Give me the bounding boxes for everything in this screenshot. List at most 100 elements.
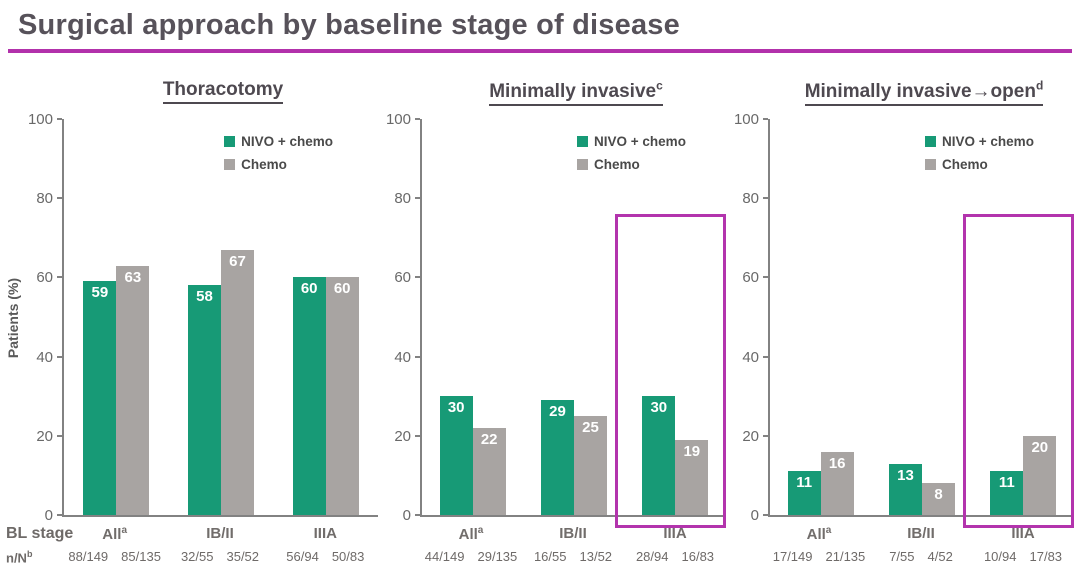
nn-values: 7/55 4/52 bbox=[870, 549, 972, 564]
bar-group: 29 25 bbox=[523, 400, 624, 515]
bar-group: 60 60 bbox=[273, 277, 378, 515]
nn-value-nivo: 88/149 bbox=[68, 549, 109, 564]
y-tick-mark bbox=[415, 276, 420, 278]
nn-values: 16/55 13/52 bbox=[522, 549, 624, 564]
y-tick-label: 40 bbox=[394, 349, 411, 366]
y-tick-mark bbox=[57, 197, 62, 199]
y-tick-label: 60 bbox=[36, 269, 53, 286]
bar-value-label: 25 bbox=[582, 419, 599, 436]
nn-values: 88/149 85/135 bbox=[62, 549, 167, 564]
bar-value-label: 11 bbox=[998, 474, 1015, 491]
legend-item: Chemo bbox=[577, 157, 686, 172]
legend-label: NIVO + chemo bbox=[942, 134, 1034, 149]
nn-value-nivo: 28/94 bbox=[635, 549, 669, 564]
y-tick-label: 100 bbox=[27, 111, 53, 128]
plot-row: Patients (%) 0 20 40 60 80 100 NIVO + chemo Chem… bbox=[0, 111, 384, 524]
bar-value-label: 13 bbox=[897, 467, 914, 484]
bar-value-label: 22 bbox=[480, 431, 498, 448]
bar-group: 58 67 bbox=[169, 250, 274, 515]
panel-title: Minimally invasive→opend bbox=[732, 79, 1080, 109]
bar-value-label: 30 bbox=[447, 399, 465, 416]
plot-area: NIVO + chemo Chemo 59 63 58 67 60 60 bbox=[57, 118, 378, 517]
nn-row: n/Nb 88/149 85/135 32/55 35/52 56/94 50/83 bbox=[0, 549, 378, 565]
legend-swatch-icon bbox=[577, 136, 589, 147]
highlight-box bbox=[962, 214, 1074, 528]
bar-group: 13 8 bbox=[871, 464, 972, 515]
bar-value-label: 16 bbox=[828, 455, 846, 472]
bar-group: 30 19 bbox=[625, 396, 726, 515]
nn-value-nivo: 32/55 bbox=[180, 549, 214, 564]
bar-chemo: 8 bbox=[921, 483, 955, 515]
legend-swatch-icon bbox=[224, 159, 236, 170]
y-tick-label: 60 bbox=[394, 269, 411, 286]
nn-values: 56/94 50/83 bbox=[273, 549, 378, 564]
nn-value-chemo: 17/83 bbox=[1029, 549, 1063, 564]
bar-value-label: 20 bbox=[1031, 439, 1049, 456]
chart-panel: Minimally invasive→opend 0 20 40 60 80 100 NIVO… bbox=[732, 79, 1080, 564]
y-tick-mark bbox=[763, 356, 768, 358]
bar-chemo: 63 bbox=[116, 266, 150, 515]
category-row: BL stage Alla IB/II IIIA bbox=[0, 525, 378, 543]
y-tick-label: 40 bbox=[36, 349, 53, 366]
category-label: Alla bbox=[458, 525, 484, 543]
category-label: IIIA bbox=[313, 525, 337, 542]
y-tick-mark bbox=[763, 435, 768, 437]
bar-value-label: 59 bbox=[91, 284, 109, 301]
category-label: IIIA bbox=[663, 525, 687, 542]
bar-nivo-chemo: 58 bbox=[188, 285, 221, 515]
bar-value-label: 30 bbox=[650, 399, 668, 416]
plot-area: NIVO + chemo Chemo 11 16 13 8 11 20 bbox=[763, 118, 1074, 528]
y-tick-mark bbox=[415, 514, 420, 516]
legend-item: Chemo bbox=[224, 157, 333, 172]
bar-groups: 30 22 29 25 30 19 bbox=[422, 119, 726, 515]
nn-values: 44/149 29/135 bbox=[420, 549, 522, 564]
bar-value-label: 8 bbox=[934, 486, 943, 503]
nn-row: 17/149 21/135 7/55 4/52 10/94 17/83 bbox=[732, 549, 1074, 564]
legend-swatch-icon bbox=[925, 136, 937, 147]
category-label: IB/II bbox=[206, 525, 234, 542]
bar-group: 11 20 bbox=[973, 436, 1074, 515]
y-tick-label: 0 bbox=[750, 507, 759, 524]
y-tick-label: 0 bbox=[44, 507, 53, 524]
bar-chemo: 67 bbox=[221, 250, 254, 515]
bar-nivo-chemo: 60 bbox=[292, 277, 326, 515]
nn-value-chemo: 35/52 bbox=[226, 549, 260, 564]
chart-panel: Thoracotomy Patients (%) 0 20 40 60 80 100 NIVO … bbox=[0, 79, 384, 565]
bar-value-label: 29 bbox=[549, 403, 566, 420]
nn-value-chemo: 4/52 bbox=[927, 549, 953, 564]
legend-label: NIVO + chemo bbox=[594, 134, 686, 149]
bar-group: 11 16 bbox=[770, 452, 871, 515]
nn-values: 28/94 16/83 bbox=[624, 549, 726, 564]
nn-values: 17/149 21/135 bbox=[768, 549, 870, 564]
page-header: Surgical approach by baseline stage of d… bbox=[0, 0, 1080, 42]
y-tick-mark bbox=[57, 356, 62, 358]
y-axis-tick-labels: 0 20 40 60 80 100 bbox=[26, 111, 62, 524]
chart-panel: Minimally invasivec 0 20 40 60 80 100 NIVO + ch… bbox=[384, 79, 732, 564]
legend-swatch-icon bbox=[925, 159, 937, 170]
panel-title: Minimally invasivec bbox=[384, 79, 732, 109]
bar-nivo-chemo: 11 bbox=[990, 471, 1024, 515]
category-row: Alla IB/II IIIA bbox=[384, 525, 726, 543]
highlight-box bbox=[614, 214, 726, 528]
bar-groups: 11 16 13 8 11 20 bbox=[770, 119, 1074, 515]
charts-row: Thoracotomy Patients (%) 0 20 40 60 80 100 NIVO … bbox=[0, 53, 1080, 565]
legend-swatch-icon bbox=[224, 136, 236, 147]
nn-value-nivo: 16/55 bbox=[533, 549, 567, 564]
category-label: IIIA bbox=[1011, 525, 1035, 542]
y-tick-mark bbox=[57, 514, 62, 516]
panel-title: Thoracotomy bbox=[0, 79, 384, 109]
nn-value-nivo: 56/94 bbox=[286, 549, 319, 564]
bar-chemo: 19 bbox=[675, 440, 709, 515]
bar-value-label: 60 bbox=[300, 280, 318, 297]
legend-label: Chemo bbox=[594, 157, 640, 172]
y-tick-label: 100 bbox=[385, 111, 411, 128]
plot-row: 0 20 40 60 80 100 NIVO + chemo Chemo 30 22 29 25 30 1… bbox=[384, 111, 732, 528]
nn-value-nivo: 7/55 bbox=[889, 549, 915, 564]
nn-value-chemo: 50/83 bbox=[331, 549, 365, 564]
bar-chemo: 16 bbox=[820, 452, 854, 515]
bl-stage-label: BL stage bbox=[6, 525, 74, 542]
nn-value-chemo: 21/135 bbox=[825, 549, 866, 564]
y-tick-label: 20 bbox=[742, 428, 759, 445]
legend-swatch-icon bbox=[577, 159, 589, 170]
y-tick-label: 20 bbox=[394, 428, 411, 445]
